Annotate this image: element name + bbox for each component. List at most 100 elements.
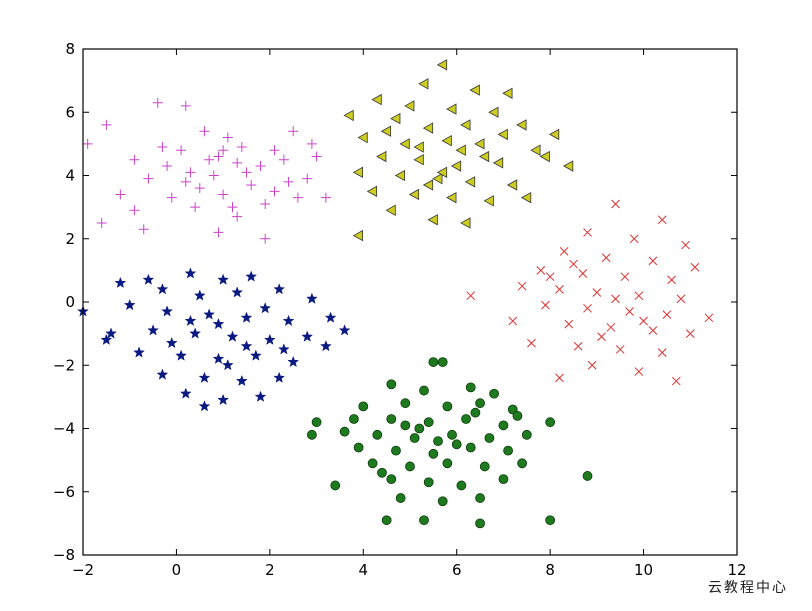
data-point-plus (96, 217, 107, 228)
data-point-circle (428, 357, 439, 367)
data-point-triangle-left (413, 154, 424, 166)
data-point-star (184, 314, 197, 327)
data-point-star (147, 324, 159, 336)
data-point-plus (157, 142, 168, 153)
data-point-triangle-left (497, 128, 508, 141)
data-point-plus (269, 145, 280, 156)
data-point-triangle-left (450, 160, 462, 172)
data-point-star (231, 286, 244, 298)
data-point-star (305, 292, 318, 304)
data-point-plus (306, 138, 317, 149)
data-point-triangle-left (520, 191, 532, 204)
data-point-star (212, 317, 225, 330)
data-point-triangle-left (469, 84, 480, 96)
data-point-plus (288, 126, 299, 137)
data-point-star (123, 298, 136, 311)
series-triangle-left (343, 59, 574, 242)
data-point-triangle-left (506, 179, 518, 191)
data-point-plus (82, 138, 93, 149)
data-point-plus (222, 132, 233, 143)
data-point-plus (208, 170, 219, 181)
data-point-triangle-left (352, 229, 364, 242)
data-point-star (156, 368, 169, 380)
data-point-x (583, 228, 592, 237)
data-point-x (559, 247, 569, 256)
data-point-x (564, 319, 574, 329)
y-tick-label: −2 (53, 356, 75, 374)
y-tick-label: 0 (65, 293, 75, 311)
data-point-triangle-left (436, 166, 448, 179)
data-point-x (648, 256, 658, 266)
data-point-star (142, 273, 155, 285)
data-point-plus (227, 202, 238, 213)
data-point-plus (190, 202, 201, 213)
data-point-x (569, 259, 578, 269)
data-point-triangle-left (366, 185, 378, 197)
data-point-star (161, 305, 174, 317)
data-point-x (573, 341, 583, 351)
data-point-circle (461, 414, 471, 424)
data-point-star (249, 349, 262, 361)
data-point-circle (545, 515, 556, 526)
data-point-circle (409, 433, 420, 443)
data-point-plus (260, 198, 271, 209)
data-point-x (671, 376, 681, 386)
data-point-circle (428, 448, 439, 459)
y-tick-label: 6 (65, 103, 75, 121)
data-point-plus (185, 167, 196, 178)
data-point-triangle-left (483, 195, 494, 207)
data-point-star (175, 349, 188, 361)
data-point-triangle-left (455, 144, 466, 156)
data-point-plus (176, 145, 187, 156)
data-point-star (254, 390, 267, 402)
data-point-plus (115, 189, 126, 200)
data-point-circle (386, 474, 397, 485)
data-point-circle (465, 442, 476, 453)
data-point-x (615, 345, 625, 354)
data-point-triangle-left (371, 93, 382, 106)
data-point-circle (306, 429, 317, 440)
data-point-star (184, 267, 197, 279)
data-point-plus (166, 192, 177, 203)
data-point-circle (437, 357, 448, 367)
data-point-circle (419, 385, 429, 396)
data-point-x (634, 291, 644, 301)
data-point-circle (447, 429, 457, 440)
data-point-triangle-left (492, 157, 504, 169)
data-point-plus (213, 227, 224, 238)
data-point-star (259, 302, 272, 314)
data-point-x (592, 288, 602, 297)
data-point-star (105, 327, 117, 339)
data-point-circle (386, 414, 397, 424)
data-point-star (338, 324, 351, 336)
data-point-circle (414, 423, 425, 434)
data-point-star (203, 308, 216, 320)
data-point-x (676, 294, 686, 304)
data-point-star (324, 311, 337, 323)
data-point-x (508, 316, 518, 326)
data-point-circle (470, 407, 481, 418)
data-point-star (240, 311, 253, 323)
data-point-plus (292, 192, 303, 203)
data-point-x (536, 266, 546, 275)
data-point-triangle-left (474, 138, 485, 150)
data-point-x (597, 332, 606, 342)
data-point-circle (498, 420, 509, 431)
data-point-star (240, 340, 253, 352)
data-point-triangle-left (418, 78, 429, 90)
data-point-x (555, 284, 564, 294)
data-point-plus (255, 161, 266, 172)
data-point-circle (489, 388, 499, 399)
data-point-circle (372, 429, 383, 440)
data-point-plus (162, 161, 173, 172)
data-point-triangle-left (478, 150, 490, 163)
axes: −2 0 2 4 6 8 10 12 −8 −6 −4 −2 0 2 4 6 8 (53, 40, 747, 579)
data-point-plus (232, 211, 243, 222)
data-point-triangle-left (488, 106, 499, 118)
x-tick-label: 8 (545, 561, 555, 579)
data-point-x (629, 234, 639, 244)
data-point-triangle-left (464, 176, 476, 188)
data-point-x (685, 329, 695, 338)
watermark-text: 云教程中心 (708, 580, 788, 596)
